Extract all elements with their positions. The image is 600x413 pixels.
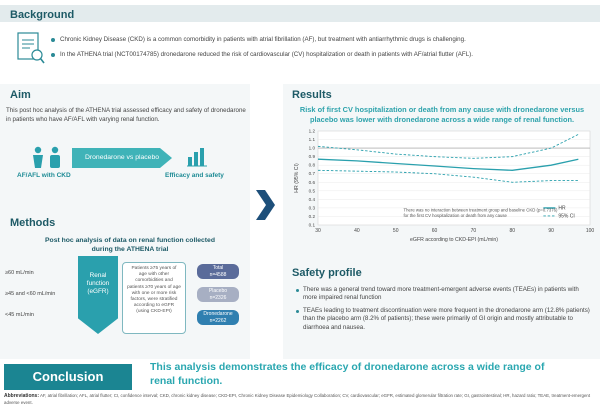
y-tick-label: 0.8 [309,163,316,168]
safety-title: Safety profile [292,267,362,279]
abbreviations-label: Abbreviations: [4,393,40,399]
methods-title: Methods [10,217,56,229]
pill-label: Total [212,265,224,271]
conclusion-label: Conclusion [4,364,132,390]
dronedarone-pill: Dronedarone n=2262 [197,310,239,325]
series-line-ci [317,134,579,159]
bar-chart-icon [187,148,207,167]
aim-title: Aim [10,89,31,101]
patient-criteria-box: Patients ≥75 years of age with other com… [122,262,186,334]
results-heading: Risk of first CV hospitalization or deat… [299,105,585,124]
bullet-icon [296,289,299,292]
pill-value: n=2326 [209,294,227,301]
x-axis-label: eGFR according to CKD-EPI (mL/min) [410,237,498,243]
renal-function-arrow: Renal function (eGFR) [78,256,118,334]
aim-text: This post hoc analysis of the ATHENA tri… [6,107,246,123]
document-icon [17,32,45,64]
methods-subtitle: Post hoc analysis of data on renal funct… [45,237,215,253]
bullet-icon [51,53,55,57]
y-tick-label: 0.9 [309,154,316,159]
series-line-ci [317,169,579,183]
x-tick-label: 30 [315,228,321,234]
background-header-bar [0,5,600,22]
legend-hr-label: HR [558,206,566,212]
results-title: Results [292,89,332,101]
pill-label: Dronedarone [203,311,233,317]
plot-area [317,130,591,226]
x-tick-label: 100 [586,228,595,234]
pill-value: n=2262 [209,317,227,324]
conclusion-text: This analysis demonstrates the efficacy … [150,361,545,387]
safety-bullet-1: There was a general trend toward more tr… [303,286,579,302]
af-afl-ckd-label: AF/AFL with CKD [17,172,71,179]
background-title: Background [10,9,75,21]
background-line-1: Chronic Kidney Disease (CKD) is a common… [60,36,466,43]
x-tick-label: 40 [354,228,360,234]
x-tick-label: 50 [393,228,399,234]
egfr-group-label: ≥60 mL/min [5,270,34,276]
hr-line-chart: 0.1 0.2 0.3 0.4 0.5 0.6 0.7 0.8 0.9 1.0 1.1 1.2 30 40… [294,129,595,244]
efficacy-safety-label: Efficacy and safety [165,172,224,179]
safety-bullet-2: TEAEs leading to treatment discontinuati… [303,307,590,331]
chart-annotation: There was no interaction between treatme… [403,207,558,218]
pill-label: Placebo [208,288,228,294]
legend-ci-label: 95% CI [558,214,574,220]
patients-icon [33,146,60,168]
series-line-hr [317,158,579,171]
y-tick-label: 0.3 [309,205,316,210]
y-tick-label: 0.2 [309,214,316,219]
x-tick-label: 60 [432,228,438,234]
bullet-icon [296,310,299,313]
egfr-group-label: ≥45 and <60 mL/min [5,291,56,297]
bullet-icon [51,38,55,42]
placebo-pill: Placebo n=2326 [197,287,239,302]
y-tick-label: 1.0 [309,146,316,151]
chevron-right-icon [256,190,275,220]
pill-value: n=4588 [209,271,227,278]
y-tick-label: 0.7 [309,171,316,176]
x-tick-label: 80 [510,228,516,234]
x-tick-label: 90 [548,228,554,234]
y-tick-label: 1.2 [309,129,316,134]
y-tick-label: 0.6 [309,180,316,185]
y-tick-label: 0.4 [309,197,316,202]
abbreviations-text: AF, atrial fibrillation; AFL, atrial flu… [4,393,591,405]
background-line-2: In the ATHENA trial (NCT00174785) droned… [60,51,473,58]
total-pill: Total n=4588 [197,264,239,279]
dronedarone-vs-placebo-arrow: Dronedarone vs placebo [72,148,172,168]
x-tick-label: 70 [471,228,477,234]
egfr-group-label: <45 mL/min [5,312,34,318]
y-tick-label: 0.5 [309,188,316,193]
y-tick-label: 0.1 [309,223,316,228]
y-tick-label: 1.1 [309,137,316,142]
abbreviations: Abbreviations: AF, atrial fibrillation; … [4,393,596,405]
y-axis-label: HR (95% CI) [294,163,300,193]
